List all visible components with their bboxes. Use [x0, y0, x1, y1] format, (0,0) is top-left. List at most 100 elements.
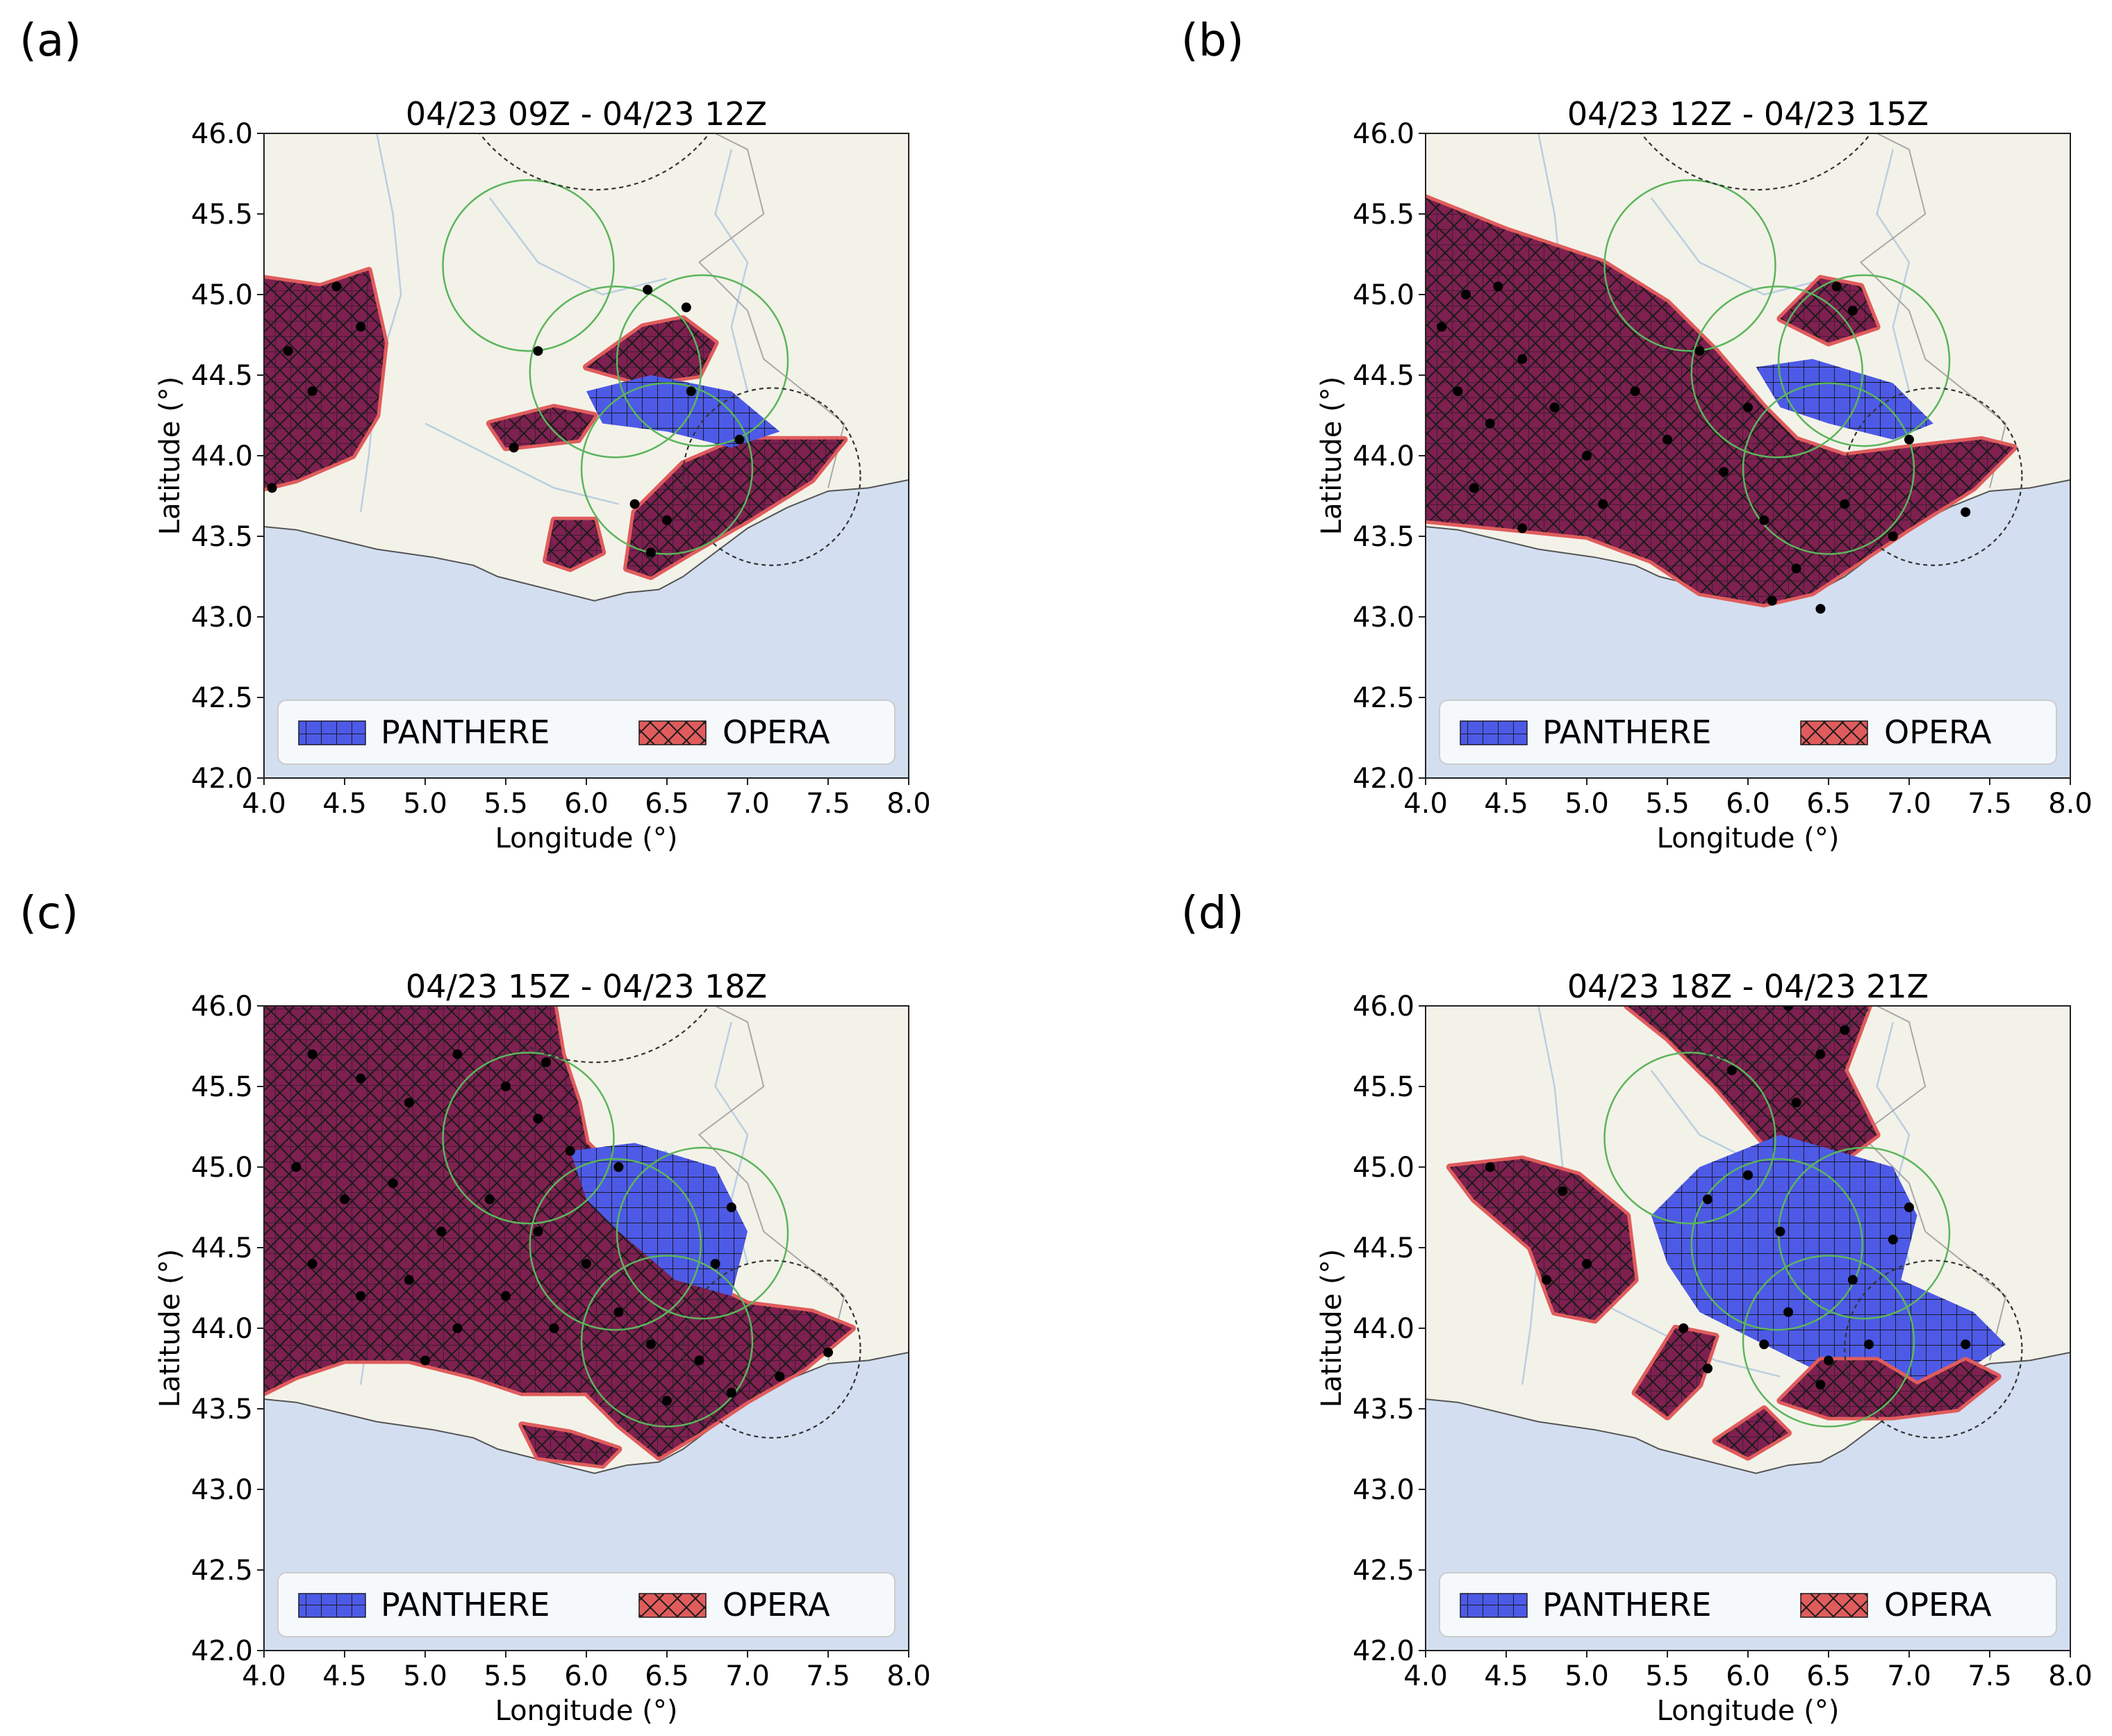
lightning-station-dot	[1847, 306, 1858, 316]
border	[698, 133, 845, 488]
river	[1650, 197, 1829, 296]
x-tick-label: 5.5	[1645, 788, 1690, 820]
lightning-station-dot	[662, 515, 672, 525]
x-tick-label: 4.0	[242, 788, 286, 820]
lightning-station-dot	[331, 281, 342, 292]
panel-title: 04/23 09Z - 04/23 12Z	[406, 95, 767, 133]
lightning-station-dot	[1630, 386, 1640, 397]
map-area	[264, 133, 909, 778]
border	[698, 1006, 845, 1361]
legend-label-opera: OPERA	[723, 713, 830, 751]
radar-range-circle	[1742, 382, 1915, 555]
lightning-station-dot	[1485, 1162, 1495, 1172]
y-tick-label: 45.5	[1353, 199, 1414, 231]
legend-label-opera: OPERA	[1884, 1586, 1992, 1623]
lightning-station-dot	[1904, 434, 1914, 445]
lightning-station-dot	[1517, 354, 1528, 364]
x-tick-label: 8.0	[886, 788, 931, 820]
y-tick-label: 46.0	[1353, 991, 1414, 1023]
x-tick-label: 6.0	[564, 788, 609, 820]
radar-range-circle	[580, 382, 754, 555]
y-tick-label: 43.0	[191, 602, 253, 634]
lightning-station-dot	[1743, 1170, 1753, 1180]
y-tick-label: 44.0	[1353, 1313, 1414, 1345]
lightning-station-dot	[356, 1073, 366, 1084]
y-tick-label: 42.5	[191, 682, 253, 714]
x-tick-label: 7.0	[1887, 788, 1931, 820]
legend-swatch-opera-hatch	[639, 721, 706, 745]
lightning-station-dot	[1678, 1323, 1689, 1333]
x-tick-label: 6.5	[645, 1660, 689, 1692]
panthere-hatch	[1651, 1134, 2006, 1393]
y-tick-label: 43.0	[1353, 1474, 1414, 1506]
panel-label: (c)	[19, 888, 79, 939]
y-tick-label: 44.0	[191, 1313, 253, 1345]
radar-range-circle	[1690, 286, 1863, 458]
lightning-station-dot	[1485, 418, 1495, 429]
radar-range-circle	[1777, 274, 1951, 447]
lightning-station-dot	[549, 1323, 559, 1333]
y-tick-label: 44.5	[1353, 360, 1414, 392]
lightning-station-dot	[307, 1049, 317, 1059]
panthere-hatch	[1780, 1360, 1998, 1417]
lightning-station-dot	[501, 1082, 511, 1091]
x-tick-label: 4.5	[322, 788, 367, 820]
legend-swatch-panthere-hatch	[1460, 1594, 1527, 1617]
border	[1859, 1006, 2007, 1361]
lightning-station-dot	[1461, 290, 1471, 299]
legend-box	[277, 1572, 896, 1637]
lightning-station-dot	[1888, 1234, 1898, 1245]
lightning-station-dot	[388, 1178, 398, 1189]
radar-range-circle-dashed	[682, 1259, 861, 1439]
lightning-station-dot	[267, 483, 277, 493]
y-tick-label: 42.5	[191, 1555, 253, 1587]
x-tick-label: 7.0	[725, 1660, 770, 1692]
panthere-hatch	[1635, 1328, 1716, 1417]
lightning-station-dot	[1703, 1364, 1713, 1373]
lightning-station-dot	[1840, 499, 1850, 509]
lightning-station-dot	[662, 1396, 672, 1406]
x-tick-label: 5.0	[1565, 788, 1609, 820]
lightning-station-dot	[726, 1387, 736, 1398]
x-tick-label: 8.0	[2048, 1660, 2093, 1692]
y-axis-label: Latitude (°)	[1316, 377, 1348, 536]
y-tick-label: 45.5	[191, 1071, 253, 1103]
y-tick-label: 42.0	[1353, 763, 1414, 795]
radar-range-circle	[442, 1052, 615, 1225]
lightning-station-dot	[404, 1275, 414, 1285]
lightning-station-dot	[1598, 499, 1608, 509]
legend: PANTHERE OPERA	[277, 700, 896, 765]
legend-swatch-panthere-hatch	[1460, 721, 1527, 745]
y-tick-label: 43.0	[1353, 602, 1414, 634]
panthere-hatch	[264, 1006, 852, 1457]
x-tick-label: 4.0	[242, 1660, 286, 1692]
lightning-station-dot	[484, 1194, 495, 1205]
y-tick-label: 46.0	[1353, 118, 1414, 150]
lightning-station-dot	[613, 1162, 624, 1172]
lightning-station-dot	[1791, 1098, 1801, 1108]
lightning-station-dot	[1663, 434, 1672, 445]
panthere-hatch	[627, 439, 845, 577]
y-tick-label: 43.5	[1353, 521, 1414, 553]
y-tick-label: 43.5	[191, 521, 253, 553]
radar-range-circle	[1690, 1158, 1863, 1331]
panthere-hatch	[1756, 358, 1933, 440]
y-tick-label: 42.0	[191, 1635, 253, 1667]
x-tick-label: 7.5	[806, 788, 850, 820]
x-tick-label: 5.5	[1645, 1660, 1690, 1692]
legend-label-opera: OPERA	[723, 1586, 830, 1623]
lightning-station-dot	[645, 547, 656, 558]
radar-range-circle	[1603, 1052, 1776, 1225]
panthere-hatch	[586, 375, 780, 448]
y-tick-label: 46.0	[191, 991, 253, 1023]
x-tick-label: 7.5	[1967, 788, 2012, 820]
x-tick-label: 4.0	[1403, 1660, 1448, 1692]
legend-box	[1439, 700, 2057, 765]
y-tick-label: 42.5	[1353, 1555, 1414, 1587]
y-tick-label: 45.5	[191, 199, 253, 231]
legend-swatch-panthere-hatch	[299, 1594, 365, 1617]
lightning-station-dot	[645, 1339, 656, 1350]
lightning-station-dot	[509, 443, 519, 453]
lightning-station-dot	[340, 1194, 349, 1205]
river	[1876, 149, 1911, 392]
